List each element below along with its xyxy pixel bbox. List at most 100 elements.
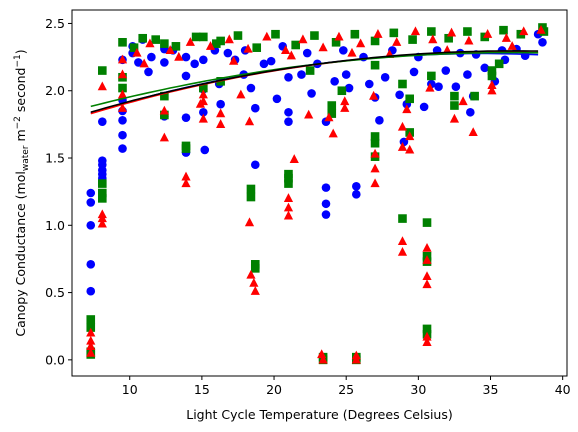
data-point-circle (321, 210, 331, 219)
data-point-circle (250, 103, 260, 113)
data-point-square (160, 91, 169, 101)
data-point-circle (434, 82, 443, 91)
data-point-triangle (185, 37, 195, 46)
x-tick-label: 40 (555, 382, 571, 397)
data-point-circle (330, 77, 339, 86)
data-point-square (246, 192, 256, 202)
data-point-triangle (422, 242, 432, 252)
data-point-circle (352, 190, 361, 199)
data-point-circle (246, 83, 256, 93)
data-point-circle (302, 48, 312, 58)
data-point-circle (118, 116, 127, 125)
data-point-triangle (283, 210, 294, 220)
data-point-circle (86, 260, 96, 269)
data-point-triangle (464, 35, 474, 45)
data-point-square (331, 37, 341, 47)
data-point-triangle (328, 128, 338, 138)
data-point-triangle (340, 96, 350, 106)
data-point-triangle (468, 127, 478, 137)
data-point-triangle (280, 45, 291, 54)
y-tick-label: 0.0 (45, 352, 65, 367)
data-point-triangle (195, 98, 206, 108)
data-point-triangle (501, 33, 511, 42)
data-point-circle (250, 160, 260, 170)
data-point-triangle (262, 31, 272, 41)
data-point-triangle (117, 103, 128, 112)
data-point-circle (307, 89, 316, 98)
data-point-triangle (117, 69, 128, 79)
data-point-circle (441, 66, 451, 75)
data-point-triangle (132, 47, 142, 57)
data-point-square (199, 32, 208, 42)
data-point-square (98, 188, 107, 198)
data-point-circle (86, 220, 96, 230)
data-point-circle (409, 67, 419, 77)
data-point-square (250, 264, 260, 273)
data-point-circle (352, 181, 361, 191)
data-point-triangle (97, 81, 107, 91)
fit-curve-line (90, 50, 539, 113)
data-point-triangle (216, 119, 226, 128)
data-point-square (216, 36, 225, 46)
data-point-triangle (422, 271, 432, 281)
data-point-circle (272, 94, 282, 104)
data-point-circle (181, 52, 191, 62)
data-point-square (370, 60, 380, 70)
data-point-triangle (117, 54, 128, 64)
data-point-triangle (422, 279, 432, 289)
data-point-triangle (324, 112, 334, 122)
data-point-triangle (117, 89, 128, 99)
data-point-circle (199, 55, 208, 65)
data-point-circle (364, 79, 374, 89)
data-point-triangle (446, 27, 457, 37)
data-point-triangle (86, 335, 96, 345)
data-point-square (181, 144, 191, 153)
data-point-circle (341, 70, 351, 79)
data-point-square (138, 33, 148, 43)
data-point-square (370, 36, 380, 46)
data-point-triangle (351, 354, 361, 364)
data-point-circle (190, 59, 199, 69)
data-point-triangle (449, 113, 460, 123)
data-point-circle (380, 72, 390, 82)
data-point-square (252, 43, 262, 52)
data-point-triangle (244, 217, 255, 227)
data-point-triangle (370, 163, 380, 173)
data-point-square (422, 324, 432, 334)
data-point-triangle (397, 247, 408, 256)
data-point-square (284, 173, 293, 183)
data-point-square (499, 25, 508, 35)
data-point-circle (259, 59, 269, 69)
data-point-triangle (283, 193, 294, 202)
data-point-square (171, 42, 181, 51)
data-point-square (350, 29, 360, 39)
data-point-square (160, 110, 169, 120)
data-point-square (212, 39, 221, 48)
data-point-circle (134, 58, 143, 67)
data-point-circle (200, 145, 210, 155)
data-point-square (160, 39, 169, 48)
data-point-triangle (246, 269, 256, 279)
data-point-circle (451, 82, 461, 91)
data-point-square (408, 35, 417, 44)
data-point-triangle (181, 178, 191, 188)
data-point-triangle (397, 236, 408, 246)
data-point-square (450, 91, 459, 101)
data-point-square (370, 138, 380, 148)
data-point-square (129, 43, 139, 52)
data-point-triangle (317, 349, 327, 359)
data-point-square (463, 27, 472, 36)
data-point-triangle (428, 34, 438, 44)
data-point-triangle (318, 42, 328, 52)
data-point-circle (297, 70, 306, 79)
data-point-triangle (224, 34, 234, 44)
data-point-triangle (507, 41, 517, 50)
data-point-square (444, 33, 453, 43)
data-point-triangle (198, 89, 208, 99)
data-point-triangle (397, 121, 408, 131)
data-point-circle (339, 46, 348, 55)
y-tick-label: 1.5 (45, 151, 65, 166)
data-point-triangle (86, 327, 96, 337)
data-point-circle (284, 72, 293, 82)
data-point-square (398, 214, 407, 223)
